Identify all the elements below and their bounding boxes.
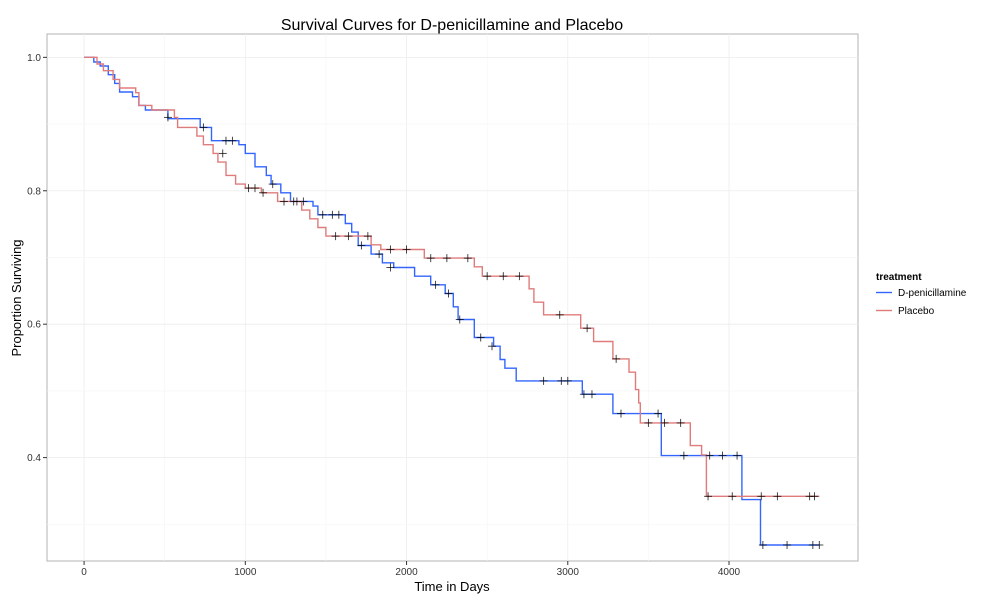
- censor-mark-placebo: [704, 492, 713, 501]
- censor-mark-d-penicillamine: [199, 123, 208, 132]
- censor-mark-d-penicillamine: [539, 376, 548, 385]
- censor-mark-d-penicillamine: [563, 376, 572, 385]
- y-tick-label: 0.4: [27, 453, 41, 464]
- y-axis-title: Proportion Surviving: [9, 239, 24, 356]
- censor-mark-d-penicillamine: [268, 180, 277, 189]
- censor-mark-d-penicillamine: [334, 210, 343, 219]
- x-axis: 0 1000 2000 3000 4000: [81, 561, 741, 578]
- x-tick-label: 1000: [234, 567, 257, 578]
- censor-mark-placebo: [810, 492, 819, 501]
- censor-mark-placebo: [386, 245, 395, 254]
- censor-mark-placebo: [442, 254, 451, 263]
- plot-panel: [46, 33, 859, 562]
- legend-item: Placebo: [876, 306, 935, 317]
- censor-mark-placebo: [289, 197, 298, 206]
- censor-mark-placebo: [280, 197, 289, 206]
- censor-mark-placebo: [757, 492, 766, 501]
- x-tick-label: 3000: [557, 567, 580, 578]
- censor-mark-d-penicillamine: [386, 263, 395, 272]
- censor-mark-d-penicillamine: [758, 540, 767, 549]
- censor-mark-placebo: [250, 184, 259, 193]
- y-axis: 0.4 0.6 0.8 1.0: [27, 53, 47, 464]
- censor-mark-placebo: [163, 113, 172, 122]
- censor-mark-d-penicillamine: [455, 315, 464, 324]
- censor-mark-d-penicillamine: [587, 390, 596, 399]
- censor-mark-d-penicillamine: [476, 333, 485, 342]
- censor-mark-d-penicillamine: [733, 451, 742, 460]
- censor-mark-placebo: [402, 245, 411, 254]
- censor-mark-d-penicillamine: [679, 451, 688, 460]
- censor-mark-d-penicillamine: [705, 451, 714, 460]
- censor-mark-d-penicillamine: [783, 540, 792, 549]
- y-tick-label: 0.8: [27, 186, 41, 197]
- censor-mark-d-penicillamine: [488, 342, 497, 351]
- censor-mark-d-penicillamine: [616, 409, 625, 418]
- censor-mark-placebo: [426, 254, 435, 263]
- censor-mark-d-penicillamine: [654, 409, 663, 418]
- censor-mark-placebo: [499, 272, 508, 281]
- x-tick-label: 0: [81, 567, 87, 578]
- censor-mark-d-penicillamine: [579, 390, 588, 399]
- censor-mark-placebo: [728, 492, 737, 501]
- censor-mark-placebo: [773, 492, 782, 501]
- survival-curve-placebo: [84, 56, 820, 497]
- censor-mark-d-penicillamine: [444, 289, 453, 298]
- censor-mark-placebo: [363, 232, 372, 241]
- censor-mark-placebo: [463, 254, 472, 263]
- legend-title: treatment: [876, 272, 922, 283]
- x-tick-label: 2000: [395, 567, 418, 578]
- censor-mark-d-penicillamine: [375, 250, 384, 259]
- y-tick-label: 1.0: [27, 53, 41, 64]
- y-tick-label: 0.6: [27, 320, 41, 331]
- censor-mark-placebo: [612, 354, 621, 363]
- censor-mark-placebo: [344, 232, 353, 241]
- censor-mark-placebo: [218, 149, 227, 158]
- legend: treatment D-penicillamine Placebo: [876, 272, 967, 317]
- legend-label: D-penicillamine: [898, 288, 967, 299]
- series-layer: [84, 56, 824, 549]
- censor-mark-placebo: [644, 418, 653, 427]
- censor-mark-placebo: [676, 418, 685, 427]
- legend-item: D-penicillamine: [876, 288, 967, 299]
- censor-mark-placebo: [515, 272, 524, 281]
- censor-mark-d-penicillamine: [357, 241, 366, 250]
- censor-mark-d-penicillamine: [431, 280, 440, 289]
- legend-label: Placebo: [898, 306, 935, 317]
- censor-mark-placebo: [583, 324, 592, 333]
- censor-mark-placebo: [660, 418, 669, 427]
- censor-mark-placebo: [483, 272, 492, 281]
- censor-mark-d-penicillamine: [815, 540, 824, 549]
- chart-title: Survival Curves for D-penicillamine and …: [281, 17, 623, 34]
- censor-mark-d-penicillamine: [718, 451, 727, 460]
- censor-mark-d-penicillamine: [299, 197, 308, 206]
- censor-mark-d-penicillamine: [228, 136, 237, 145]
- censor-mark-d-penicillamine: [318, 210, 327, 219]
- x-tick-label: 4000: [718, 567, 741, 578]
- censor-mark-placebo: [331, 232, 340, 241]
- censor-mark-placebo: [555, 310, 564, 319]
- x-axis-title: Time in Days: [414, 579, 490, 594]
- censor-mark-placebo: [259, 188, 268, 197]
